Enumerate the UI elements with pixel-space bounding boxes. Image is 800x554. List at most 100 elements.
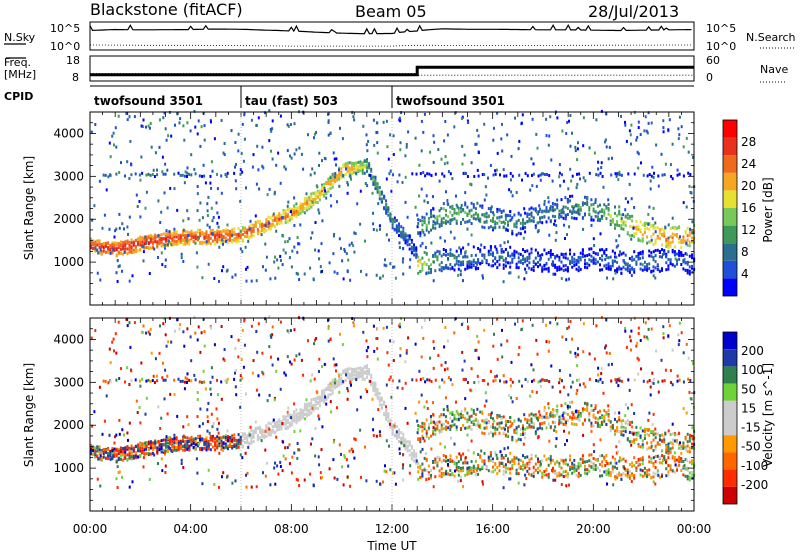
power-pixel	[494, 226, 497, 230]
velocity-pixel	[306, 405, 309, 409]
power-pixel	[314, 200, 317, 204]
velocity-pixel	[346, 372, 349, 376]
power-pixel	[277, 266, 280, 270]
power-pixel	[226, 238, 229, 242]
power-pixel	[96, 243, 99, 247]
power-pixel	[581, 248, 584, 252]
velocity-pixel	[252, 430, 255, 434]
power-pixel	[327, 112, 329, 116]
power-pixel	[484, 185, 487, 189]
velocity-pixel	[507, 420, 509, 423]
power-pixel	[474, 211, 477, 215]
power-pixel	[517, 256, 520, 260]
power-pixel	[444, 155, 447, 158]
power-pixel	[359, 162, 362, 166]
power-pixel	[208, 225, 211, 229]
power-pixel	[404, 200, 407, 204]
power-pixel	[223, 142, 226, 145]
power-pixel	[547, 266, 550, 270]
power-pixel	[547, 196, 550, 200]
velocity-pixel	[336, 383, 338, 387]
velocity-pixel	[541, 427, 544, 431]
power-pixel	[255, 182, 258, 186]
velocity-pixel	[603, 409, 606, 413]
velocity-pixel	[646, 447, 649, 451]
power-pixel	[367, 139, 370, 143]
power-pixel	[635, 225, 638, 229]
power-pixel	[664, 254, 667, 258]
power-pixel	[650, 251, 653, 255]
power-pixel	[184, 239, 187, 243]
power-pixel	[560, 209, 563, 212]
power-pixel	[620, 224, 623, 228]
power-pixel	[241, 226, 244, 230]
power-pixel	[483, 256, 486, 260]
velocity-pixel	[331, 388, 334, 392]
power-pixel	[685, 205, 688, 209]
velocity-pixel	[616, 426, 619, 429]
power-pixel	[312, 191, 315, 195]
power-pixel	[547, 257, 550, 261]
velocity-pixel	[271, 428, 274, 432]
velocity-pixel	[284, 426, 287, 430]
power-pixel	[590, 198, 593, 202]
power-pixel	[364, 239, 366, 243]
power-pixel	[321, 186, 323, 190]
velocity-pixel	[453, 462, 456, 466]
power-pixel	[654, 276, 657, 280]
velocity-pixel	[447, 421, 450, 425]
power-pixel	[658, 237, 661, 241]
power-pixel	[678, 133, 681, 137]
velocity-pixel	[530, 425, 533, 429]
noise-right-top: 10^5	[706, 22, 736, 35]
power-pixel	[388, 172, 391, 176]
velocity-pixel	[468, 415, 471, 419]
velocity-pixel	[609, 420, 612, 424]
velocity-pixel	[650, 430, 653, 434]
power-pixel	[334, 172, 337, 176]
velocity-pixel	[566, 406, 569, 410]
velocity-pixel	[130, 456, 133, 460]
power-pixel	[646, 263, 649, 266]
velocity-pixel	[173, 448, 176, 452]
power-pixel	[432, 279, 435, 283]
velocity-pixel	[299, 408, 302, 412]
power-pixel	[430, 215, 432, 219]
power-pixel	[485, 215, 488, 219]
power-pixel	[541, 268, 544, 271]
power-pixel	[182, 242, 184, 246]
power-pixel	[205, 238, 208, 242]
power-pixel	[216, 231, 219, 235]
velocity-pixel	[271, 430, 274, 434]
velocity-pixel	[667, 449, 670, 453]
power-pixel	[631, 214, 634, 218]
power-pixel	[487, 176, 489, 180]
power-pixel	[571, 205, 574, 209]
power-pixel	[680, 251, 682, 255]
power-pixel	[449, 222, 452, 225]
power-pixel	[517, 212, 520, 216]
power-pixel	[271, 127, 274, 131]
velocity-pixel	[479, 410, 482, 414]
velocity-pixel	[288, 413, 291, 417]
velocity-pixel	[620, 430, 623, 434]
power-pixel	[682, 201, 685, 205]
power-pixel	[299, 211, 302, 215]
power-pixel	[186, 209, 189, 213]
power-pixel	[551, 214, 554, 218]
power-pixel	[288, 215, 291, 219]
power-pixel	[213, 137, 216, 141]
power-pixel	[592, 237, 595, 241]
power-pixel	[528, 261, 531, 265]
power-pixel	[402, 226, 405, 230]
power-pixel	[423, 262, 426, 266]
power-pixel	[423, 199, 426, 203]
power-pixel	[196, 132, 199, 136]
velocity-pixel	[177, 444, 180, 448]
power-pixel	[530, 219, 533, 223]
power-pixel	[635, 255, 638, 258]
velocity-pixel	[246, 434, 249, 438]
velocity-pixel	[156, 446, 159, 450]
power-pixel	[186, 234, 189, 237]
power-pixel	[265, 222, 268, 225]
